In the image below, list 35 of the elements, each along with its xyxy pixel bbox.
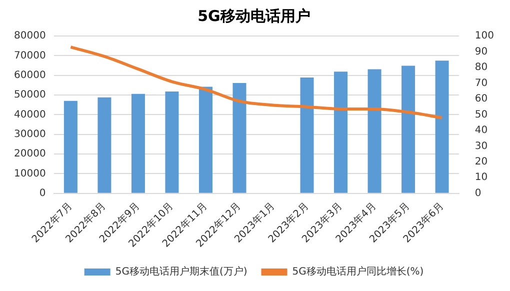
chart-title: 5G移动电话用户 (198, 6, 310, 25)
bar (198, 86, 212, 193)
bar (98, 97, 112, 193)
y2-tick-label: 50 (474, 109, 488, 120)
bar (131, 94, 145, 193)
y-tick-label: 60000 (14, 70, 46, 81)
y-tick-label: 40000 (14, 109, 46, 120)
y2-tick-label: 10 (474, 172, 488, 184)
bar (402, 66, 416, 193)
y-tick-label: 30000 (14, 128, 46, 140)
y-tick-label: 0 (39, 188, 46, 199)
bar (232, 83, 246, 193)
y2-tick-label: 20 (474, 156, 488, 168)
y2-tick-label: 80 (474, 62, 488, 74)
legend-label: 5G移动电话用户同比增长(%) (292, 266, 424, 278)
y-tick-label: 80000 (14, 30, 46, 42)
y2-tick-label: 90 (474, 46, 488, 58)
bar (435, 60, 449, 193)
bar (368, 69, 382, 193)
y-tick-label: 20000 (14, 148, 46, 160)
y-tick-label: 70000 (14, 50, 46, 62)
y-tick-label: 50000 (14, 90, 46, 101)
y-tick-label: 10000 (14, 168, 46, 180)
y2-tick-label: 60 (474, 94, 488, 105)
y2-tick-label: 40 (474, 125, 488, 136)
y2-tick-label: 100 (474, 30, 494, 42)
bar (165, 91, 179, 193)
y2-tick-label: 30 (474, 140, 488, 152)
legend-label: 5G移动电话用户期末值(万户) (115, 266, 248, 278)
line-series (69, 46, 444, 120)
y2-tick-label: 70 (474, 78, 488, 89)
bar (334, 72, 348, 193)
bar (64, 100, 78, 193)
bar (300, 78, 314, 193)
y2-tick-label: 0 (474, 188, 482, 199)
